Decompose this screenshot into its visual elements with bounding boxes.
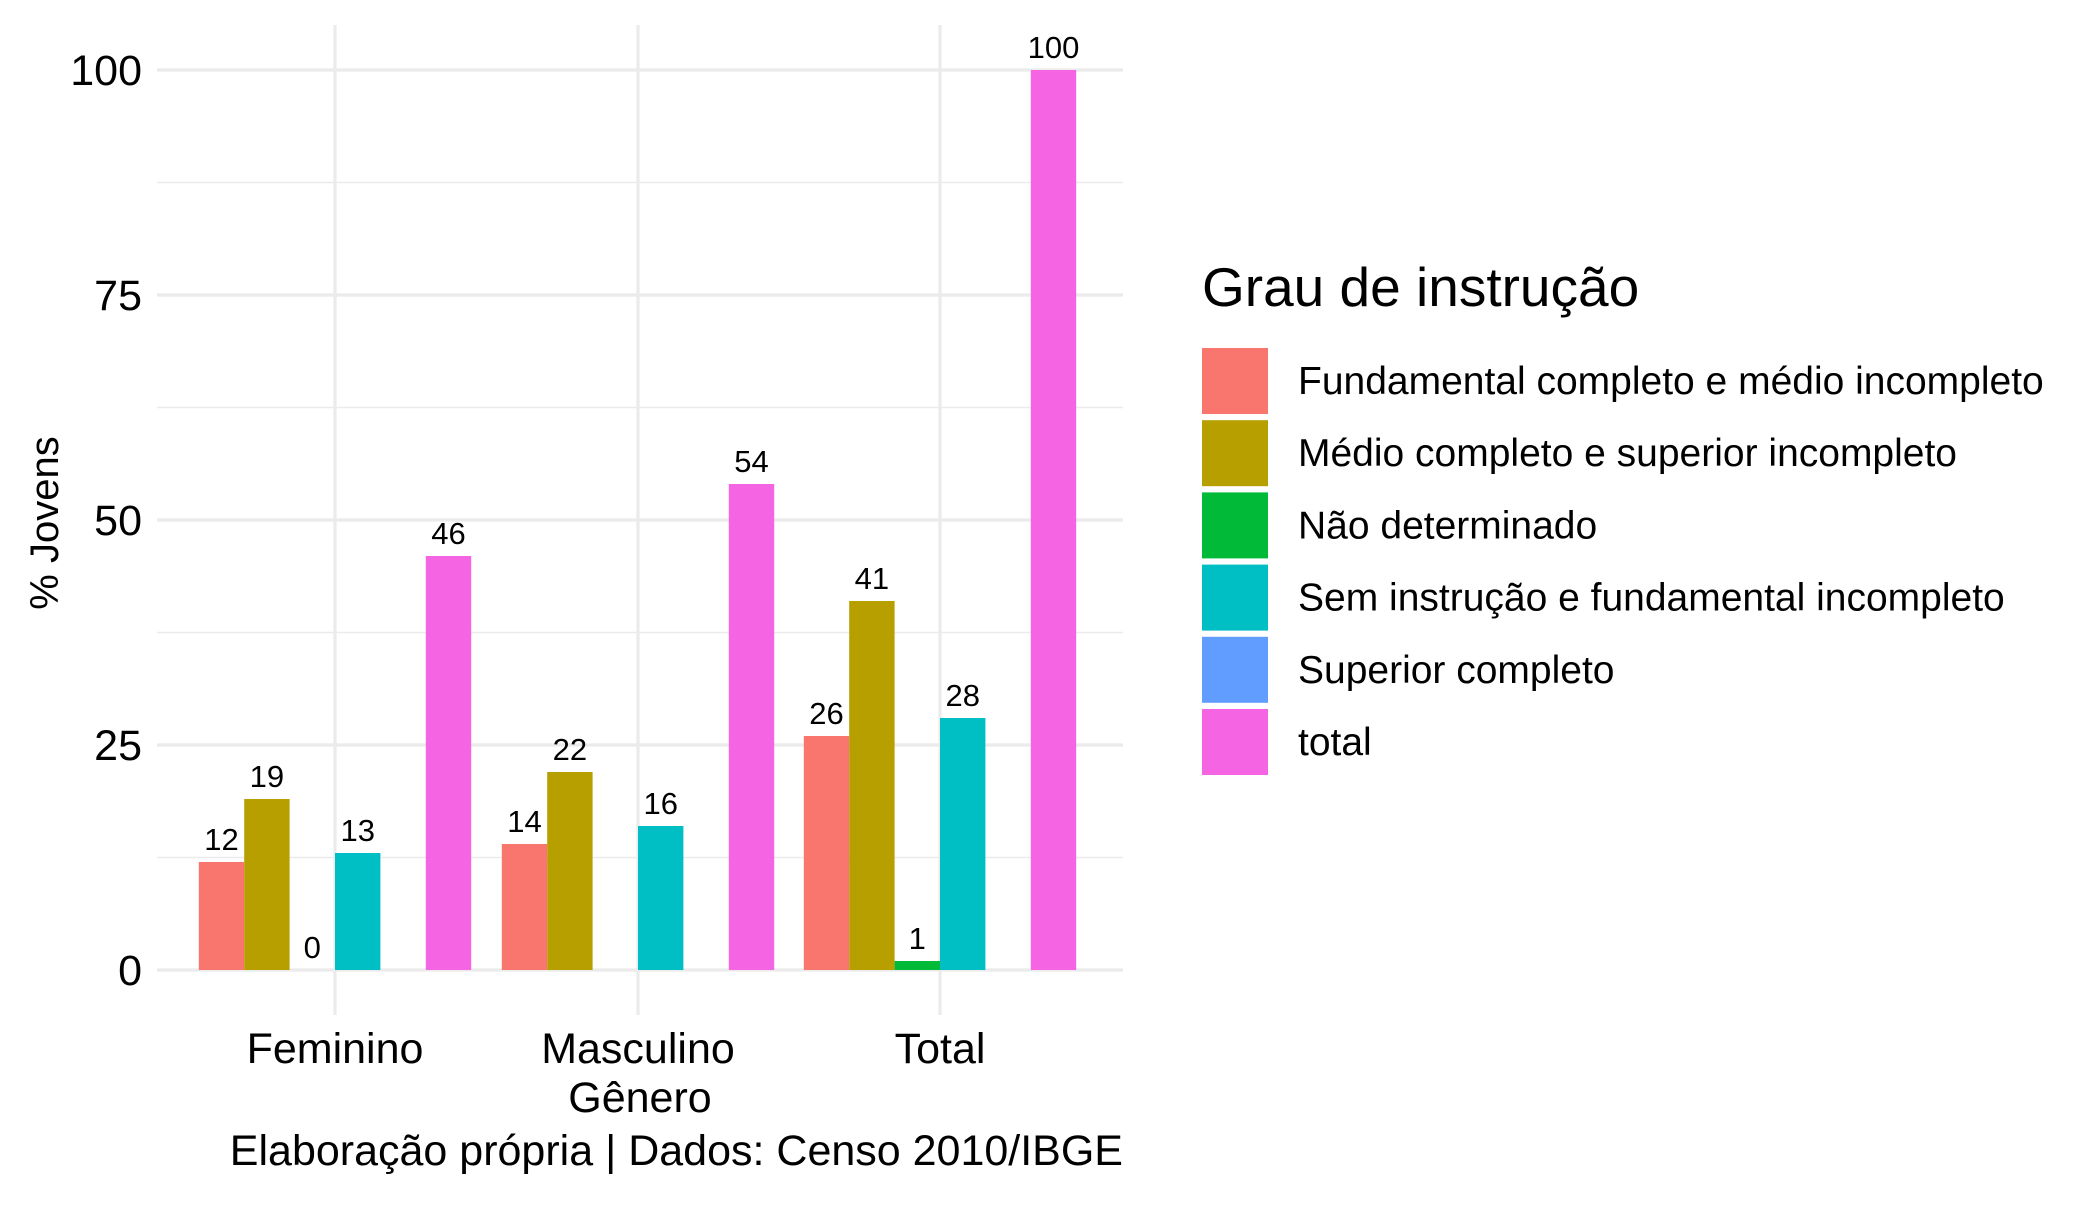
legend-swatch	[1202, 348, 1268, 414]
data-label: 0	[304, 930, 321, 965]
data-label-layer: 12 14 26 19 22 41 0 1 13 16 28 46 54 100	[204, 30, 1079, 965]
x-tick-label: Masculino	[541, 1025, 735, 1073]
legend-label: Médio completo e superior incompleto	[1298, 432, 1957, 475]
data-label: 41	[855, 561, 889, 596]
data-label: 12	[204, 822, 238, 857]
legend-swatch	[1202, 709, 1268, 775]
data-label: 1	[909, 921, 926, 956]
bar	[547, 772, 593, 970]
legend-label: Não determinado	[1298, 504, 1597, 547]
bar	[244, 799, 290, 970]
bar	[940, 718, 986, 970]
data-label: 46	[431, 516, 465, 551]
legend: Grau de instrução Fundamental completo e…	[1202, 256, 2044, 775]
bar	[1030, 70, 1077, 970]
y-tick-label: 75	[94, 272, 142, 320]
legend-swatch	[1202, 564, 1268, 631]
y-axis-title: % Jovens	[23, 436, 67, 609]
data-label: 13	[340, 813, 374, 848]
y-tick-label: 100	[70, 47, 142, 95]
data-label: 26	[809, 696, 843, 731]
axis-layer: 0 25 50 75 100 Feminino Masculino Total	[70, 47, 985, 1073]
x-axis-title: Gênero	[568, 1074, 711, 1122]
data-label: 22	[553, 732, 587, 767]
data-label: 14	[507, 804, 541, 839]
legend-items: Fundamental completo e médio incompleto M…	[1202, 348, 2044, 775]
data-label: 16	[643, 786, 677, 821]
bar	[198, 862, 245, 970]
bar	[894, 961, 940, 970]
data-label: 100	[1028, 30, 1080, 65]
legend-swatch	[1202, 636, 1268, 703]
y-tick-label: 50	[94, 497, 142, 545]
legend-swatch	[1202, 492, 1268, 559]
legend-title: Grau de instrução	[1202, 256, 1639, 318]
legend-label: Fundamental completo e médio incompleto	[1298, 360, 2044, 403]
bar	[728, 484, 775, 970]
y-tick-label: 0	[118, 947, 142, 995]
x-tick-label: Feminino	[247, 1025, 424, 1073]
data-label: 19	[250, 759, 284, 794]
bar	[638, 826, 684, 970]
bar	[849, 601, 895, 970]
data-label: 28	[945, 678, 979, 713]
bar	[803, 736, 850, 970]
data-label: 54	[734, 444, 768, 479]
legend-label: Sem instrução e fundamental incompleto	[1298, 577, 2005, 620]
legend-swatch	[1202, 420, 1268, 487]
chart-caption: Elaboração própria | Dados: Censo 2010/I…	[230, 1127, 1123, 1175]
y-tick-label: 25	[94, 722, 142, 770]
legend-label: total	[1298, 721, 1372, 764]
bar	[335, 853, 381, 970]
x-tick-label: Total	[895, 1025, 986, 1073]
bar	[501, 844, 548, 970]
bar	[425, 556, 472, 970]
legend-label: Superior completo	[1298, 649, 1615, 692]
bar-layer	[198, 70, 1077, 970]
